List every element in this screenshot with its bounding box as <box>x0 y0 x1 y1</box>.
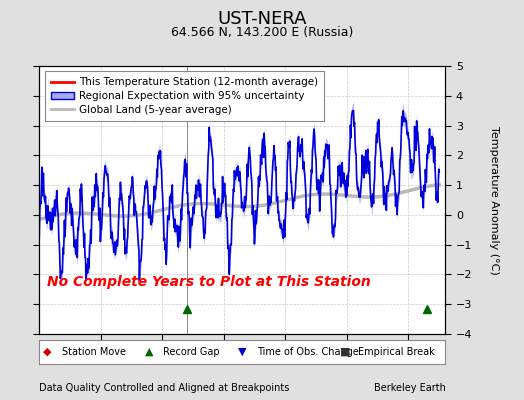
Legend: This Temperature Station (12-month average), Regional Expectation with 95% uncer: This Temperature Station (12-month avera… <box>45 71 324 121</box>
Text: No Complete Years to Plot at This Station: No Complete Years to Plot at This Statio… <box>47 275 371 289</box>
Text: Data Quality Controlled and Aligned at Breakpoints: Data Quality Controlled and Aligned at B… <box>39 383 290 393</box>
Text: 64.566 N, 143.200 E (Russia): 64.566 N, 143.200 E (Russia) <box>171 26 353 39</box>
Text: Empirical Break: Empirical Break <box>358 347 435 357</box>
Text: Station Move: Station Move <box>62 347 126 357</box>
Text: UST-NERA: UST-NERA <box>217 10 307 28</box>
Text: ◆: ◆ <box>43 347 52 357</box>
Text: ▼: ▼ <box>238 347 247 357</box>
Text: ▲: ▲ <box>145 347 154 357</box>
Text: Record Gap: Record Gap <box>163 347 220 357</box>
Text: ■: ■ <box>340 347 351 357</box>
Text: Time of Obs. Change: Time of Obs. Change <box>257 347 358 357</box>
Text: Berkeley Earth: Berkeley Earth <box>374 383 445 393</box>
Y-axis label: Temperature Anomaly (°C): Temperature Anomaly (°C) <box>489 126 499 274</box>
